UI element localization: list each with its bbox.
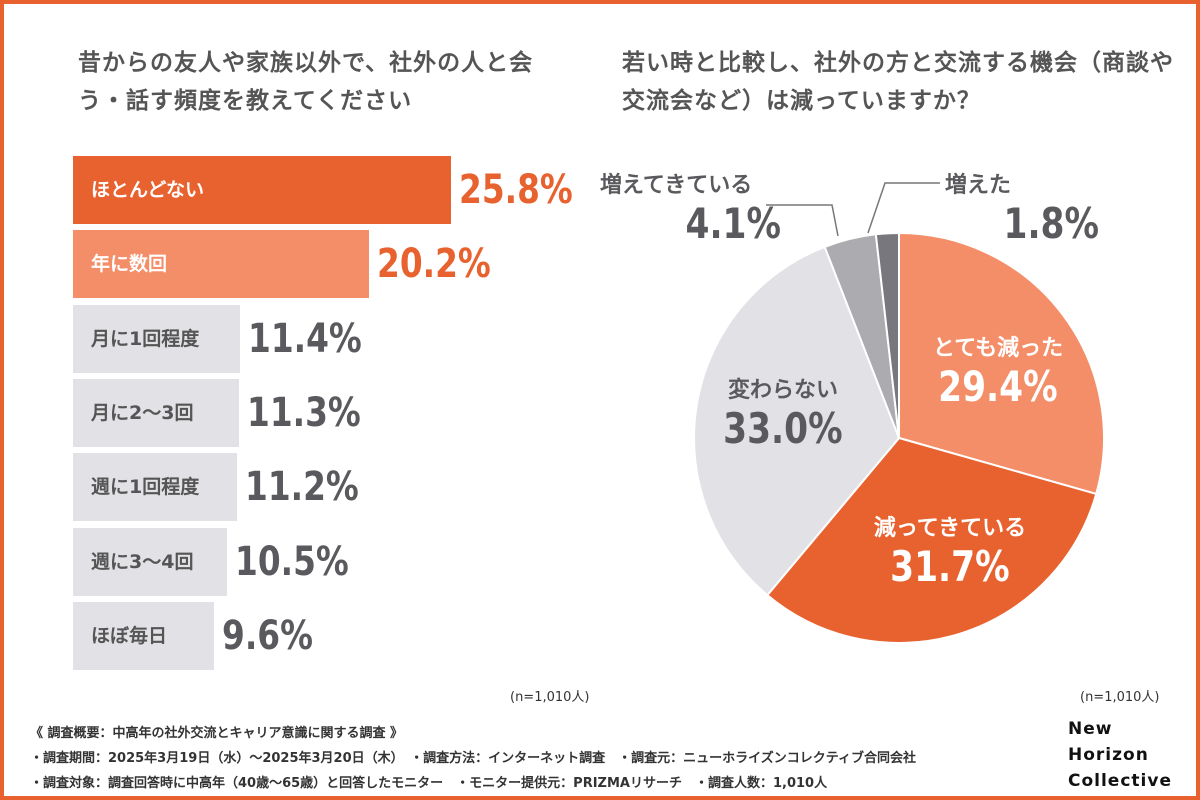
pie-category-label: 増えた [945, 173, 1012, 198]
leader-line [867, 182, 940, 234]
bar-1: 年に数回 [73, 230, 369, 299]
bar-value-label: 11.3% [246, 389, 361, 436]
leader-line [766, 204, 839, 237]
bar-label: ほぼ毎日 [91, 624, 168, 647]
bar-value-label: 11.2% [245, 464, 359, 511]
pie-category-label: 増えてきている [600, 173, 753, 198]
logo-line: Collective [1068, 771, 1172, 791]
bar-0: ほとんどない [73, 156, 451, 224]
bar-sample-size: (n=1,010人) [510, 690, 590, 705]
pie-value-label: 29.4% [938, 362, 1058, 411]
bar-label: 年に数回 [91, 253, 168, 276]
pie-label: 変わらない 33.0% [673, 372, 893, 453]
pie-slice-4 [874, 231, 900, 439]
bar-chart-title: 昔からの友人や家族以外で、社外の人と会う・話す頻度を教えてください [78, 50, 534, 114]
footer-summary: 《 調査概要：中高年の社外交流とキャリア意識に関する調査 》 [30, 726, 404, 741]
bar-value-label: 9.6% [221, 612, 313, 659]
bar-2: 月に1回程度 [73, 304, 240, 373]
pie-label: 減ってきている 31.7% [840, 510, 1060, 591]
bar-label: 週に1回程度 [91, 476, 200, 499]
pie-slice-1 [765, 436, 1098, 644]
pie-label: 増えてきている 4.1% [600, 167, 800, 248]
pie-sample-size: (n=1,010人) [1080, 690, 1160, 705]
logo-line: New [1068, 719, 1113, 739]
pie-label: とても減った 29.4% [888, 330, 1108, 411]
pie-category-label: 減ってきている [873, 516, 1027, 541]
pie-value-label: 31.7% [890, 542, 1010, 591]
pie-category-label: とても減った [932, 336, 1064, 361]
pie-value-label: 4.1% [685, 199, 782, 248]
bar-5: 週に3〜4回 [73, 527, 227, 596]
bar-3: 月に2〜3回 [73, 378, 239, 447]
pie-category-label: 変わらない [727, 378, 838, 403]
bar-value-label: 20.2% [376, 241, 491, 288]
bar-label: 月に1回程度 [91, 327, 200, 350]
pie-slice-0 [898, 231, 1105, 496]
logo-line: Horizon [1068, 745, 1149, 765]
footer-period: ・調査期間：2025年3月19日（水）〜2025年3月20日（木） ・調査方法：… [30, 751, 916, 766]
bar-4: 週に1回程度 [73, 453, 238, 522]
bar-value-label: 25.8% [458, 167, 573, 213]
bar-value-label: 10.5% [234, 538, 349, 585]
pie-value-label: 33.0% [723, 404, 843, 453]
pie-value-label: 1.8% [1003, 199, 1100, 248]
bar-value-label: 11.4% [248, 315, 362, 362]
pie-chart-title: 若い時と比較し、社外の方と交流する機会（商談や交流会など）は減っていますか？ [622, 50, 1174, 114]
logo: New Horizon Collective [1068, 716, 1172, 794]
bar-label: 週に3〜4回 [91, 550, 194, 573]
bar-label: 月に2〜3回 [91, 401, 194, 424]
footer-target: ・調査対象：調査回答時に中高年（40歳〜65歳）と回答したモニター ・モニター提… [30, 776, 828, 791]
bar-6: ほぼ毎日 [73, 601, 214, 670]
pie-slice-2 [693, 245, 901, 597]
pie-label: 増えた 1.8% [945, 167, 1105, 248]
bar-label: ほとんどない [91, 179, 205, 201]
